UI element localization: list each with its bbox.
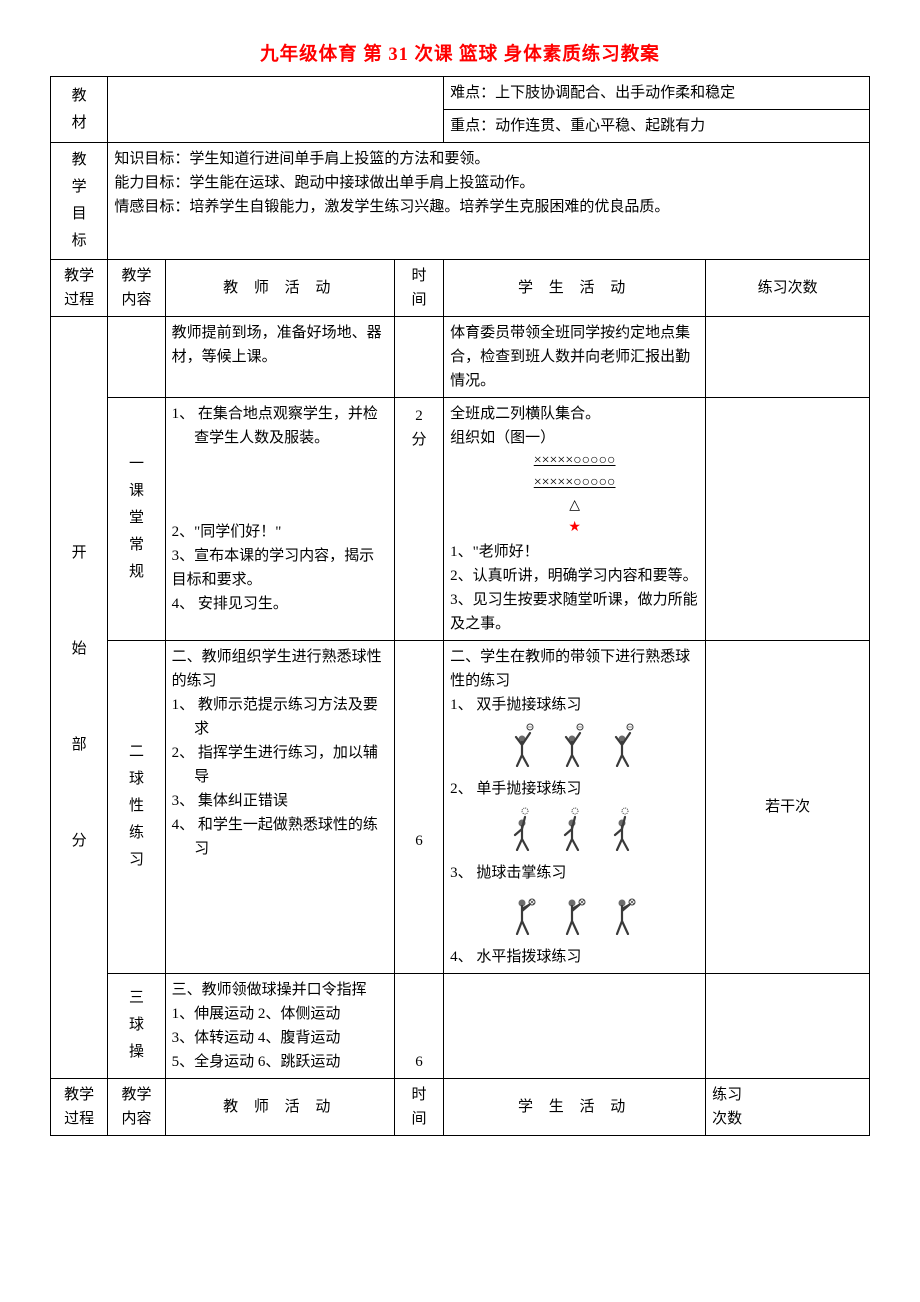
hdr-content: 教学 内容: [108, 260, 165, 317]
teacher-section1: 1、 在集合地点观察学生，并检查学生人数及服装。 2、"同学们好！" 3、宣布本…: [165, 398, 394, 641]
formation-line2: ×××××○○○○○: [450, 472, 699, 494]
person-clap-icon: [610, 891, 640, 935]
t-s2-4: 4、 和学生一起做熟悉球性的练习: [194, 813, 388, 861]
student-pre: 体育委员带领全班同学按约定地点集合，检查到班人数并向老师汇报出勤情况。: [444, 317, 706, 398]
s-s1-2: 2、认真听讲，明确学习内容和要等。: [450, 564, 699, 588]
hdr-process: 教学 过程: [51, 260, 108, 317]
s-s1-l1: 全班成二列横队集合。: [450, 402, 699, 426]
s-s2-title: 二、学生在教师的带领下进行熟悉球性的练习: [450, 645, 699, 693]
s-s1-l2: 组织如（图一）: [450, 426, 699, 450]
figure-row-1: [450, 723, 699, 767]
hdr2-time: 时 间: [394, 1078, 443, 1135]
s-s2-1: 1、 双手抛接球练习: [450, 693, 699, 717]
kaishi-label: 开 始 部 分: [51, 317, 108, 1079]
table-row: 教 学 目 标 知识目标：学生知道行进间单手肩上投篮的方法和要领。 能力目标：学…: [51, 143, 870, 260]
table-row: 一 课 堂 常 规 1、 在集合地点观察学生，并检查学生人数及服装。 2、"同学…: [51, 398, 870, 641]
table-row: 二 球 性 练 习 二、教师组织学生进行熟悉球性的练习 1、 教师示范提示练习方…: [51, 640, 870, 973]
t-s3-2: 3、体转运动 4、腹背运动: [172, 1026, 388, 1050]
hdr2-student: 学 生 活 动: [444, 1078, 706, 1135]
s-s1-3: 3、见习生按要求随堂听课，做力所能及之事。: [450, 588, 699, 636]
table-row: 教学 过程 教学 内容 教 师 活 动 时 间 学 生 活 动 练习次数: [51, 260, 870, 317]
time-pre-blank: [394, 317, 443, 398]
figure-row-2: [450, 807, 699, 851]
table-row: 教 材 难点：上下肢协调配合、出手动作柔和稳定: [51, 77, 870, 110]
person-throw-icon: [510, 723, 540, 767]
jiaocai-blank: [108, 77, 444, 143]
reps-ruogan: 若干次: [706, 640, 870, 973]
s-s2-2: 2、 单手抛接球练习: [450, 777, 699, 801]
reps-pre-blank: [706, 317, 870, 398]
t-s3-3: 5、全身运动 6、跳跃运动: [172, 1050, 388, 1074]
formation-triangle: △: [450, 495, 699, 517]
figure-row-3: [450, 891, 699, 935]
hdr-time: 时 间: [394, 260, 443, 317]
t-s1-1: 1、 在集合地点观察学生，并检查学生人数及服装。: [194, 402, 388, 450]
t-s2-3: 3、 集体纠正错误: [172, 789, 388, 813]
reps-s3-blank: [706, 973, 870, 1078]
goals-cell: 知识目标：学生知道行进间单手肩上投篮的方法和要领。 能力目标：学生能在运球、跑动…: [108, 143, 870, 260]
teacher-section2: 二、教师组织学生进行熟悉球性的练习 1、 教师示范提示练习方法及要求 2、 指挥…: [165, 640, 394, 973]
t-s1-3: 3、宣布本课的学习内容，揭示目标和要求。: [172, 544, 388, 592]
hdr2-reps: 练习 次数: [706, 1078, 870, 1135]
t-s3-title: 三、教师领做球操并口令指挥: [172, 978, 388, 1002]
goal-ability: 能力目标：学生能在运球、跑动中接球做出单手肩上投篮动作。: [114, 171, 863, 195]
person-throw-icon: [560, 723, 590, 767]
person-onehand-icon: [610, 807, 640, 851]
person-onehand-icon: [560, 807, 590, 851]
table-row: 三 球 操 三、教师领做球操并口令指挥 1、伸展运动 2、体侧运动 3、体转运动…: [51, 973, 870, 1078]
table-row: 开 始 部 分 教师提前到场，准备好场地、器材，等候上课。 体育委员带领全班同学…: [51, 317, 870, 398]
section1-label: 一 课 堂 常 规: [108, 398, 165, 641]
teacher-section3: 三、教师领做球操并口令指挥 1、伸展运动 2、体侧运动 3、体转运动 4、腹背运…: [165, 973, 394, 1078]
time-2min: 2 分: [394, 398, 443, 641]
person-onehand-icon: [510, 807, 540, 851]
goals-label: 教 学 目 标: [51, 143, 108, 260]
hdr-reps: 练习次数: [706, 260, 870, 317]
hdr2-process: 教学 过程: [51, 1078, 108, 1135]
lesson-plan-table: 教 材 难点：上下肢协调配合、出手动作柔和稳定 重点：动作连贯、重心平稳、起跳有…: [50, 76, 870, 1136]
section3-label: 三 球 操: [108, 973, 165, 1078]
keypoint-cell: 重点：动作连贯、重心平稳、起跳有力: [444, 110, 870, 143]
goal-emotion: 情感目标：培养学生自锻能力，激发学生练习兴趣。培养学生克服困难的优良品质。: [114, 195, 863, 219]
goal-knowledge: 知识目标：学生知道行进间单手肩上投篮的方法和要领。: [114, 147, 863, 171]
t-s2-2: 2、 指挥学生进行练习，加以辅导: [194, 741, 388, 789]
t-s2-1: 1、 教师示范提示练习方法及要求: [194, 693, 388, 741]
formation-line1: ×××××○○○○○: [450, 450, 699, 472]
student-section2: 二、学生在教师的带领下进行熟悉球性的练习 1、 双手抛接球练习 2、 单手抛接球…: [444, 640, 706, 973]
section2-label: 二 球 性 练 习: [108, 640, 165, 973]
person-throw-icon: [610, 723, 640, 767]
hdr-teacher: 教 师 活 动: [165, 260, 394, 317]
table-row: 教学 过程 教学 内容 教 师 活 动 时 间 学 生 活 动 练习 次数: [51, 1078, 870, 1135]
teacher-pre: 教师提前到场，准备好场地、器材，等候上课。: [165, 317, 394, 398]
t-s2-title: 二、教师组织学生进行熟悉球性的练习: [172, 645, 388, 693]
t-s1-4: 4、 安排见习生。: [172, 592, 388, 616]
hdr2-teacher: 教 师 活 动: [165, 1078, 394, 1135]
jiaocai-label: 教 材: [51, 77, 108, 143]
hdr-student: 学 生 活 动: [444, 260, 706, 317]
s-s1-1: 1、"老师好！: [450, 540, 699, 564]
t-s3-1: 1、伸展运动 2、体侧运动: [172, 1002, 388, 1026]
person-clap-icon: [510, 891, 540, 935]
hdr2-content: 教学 内容: [108, 1078, 165, 1135]
reps-s1-blank: [706, 398, 870, 641]
page-title: 九年级体育 第 31 次课 篮球 身体素质练习教案: [50, 40, 870, 66]
time-6b: 6: [394, 973, 443, 1078]
s-s2-4: 4、 水平指拨球练习: [450, 945, 699, 969]
formation-star-icon: ★: [450, 517, 699, 539]
student-section1: 全班成二列横队集合。 组织如（图一） ×××××○○○○○ ×××××○○○○○…: [444, 398, 706, 641]
t-s1-2: 2、"同学们好！": [172, 520, 388, 544]
difficulty-cell: 难点：上下肢协调配合、出手动作柔和稳定: [444, 77, 870, 110]
pre-content-blank: [108, 317, 165, 398]
person-clap-icon: [560, 891, 590, 935]
time-6a: 6: [394, 640, 443, 973]
student-section3-blank: [444, 973, 706, 1078]
s-s2-3: 3、 抛球击掌练习: [450, 861, 699, 885]
